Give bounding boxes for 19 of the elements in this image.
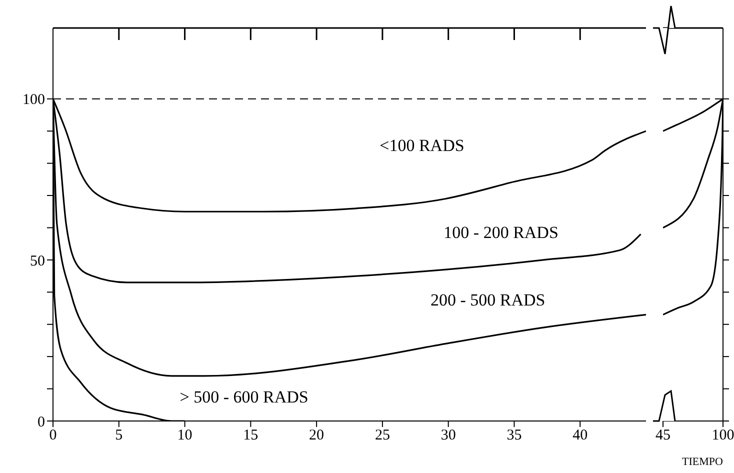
- x-tick-label: 40: [572, 428, 588, 444]
- x-tick-label: 45: [656, 428, 670, 444]
- x-tick-label: 35: [506, 428, 522, 444]
- x-tick-label: 20: [309, 428, 324, 444]
- series-label: 100 - 200 RADS: [444, 223, 558, 242]
- x-tick-label: 15: [243, 428, 258, 444]
- x-tick-label: 10: [177, 428, 192, 444]
- text: <100 RADS: [380, 136, 464, 156]
- x-axis-title: TIEMPO: [682, 456, 724, 468]
- x-tick-label: 25: [374, 428, 390, 444]
- x-tick-label: 0: [49, 428, 57, 444]
- y-tick-label: 100: [22, 92, 45, 108]
- series-label: 200 - 500 RADS: [430, 290, 546, 310]
- x-tick-label: 100: [712, 428, 734, 444]
- x-tick-label: 30: [440, 428, 456, 444]
- y-tick-label: 0: [38, 414, 45, 430]
- x-tick-label: 5: [115, 428, 123, 444]
- series-label: > 500 - 600 RADS: [180, 387, 308, 406]
- y-tick-label: 50: [30, 253, 45, 270]
